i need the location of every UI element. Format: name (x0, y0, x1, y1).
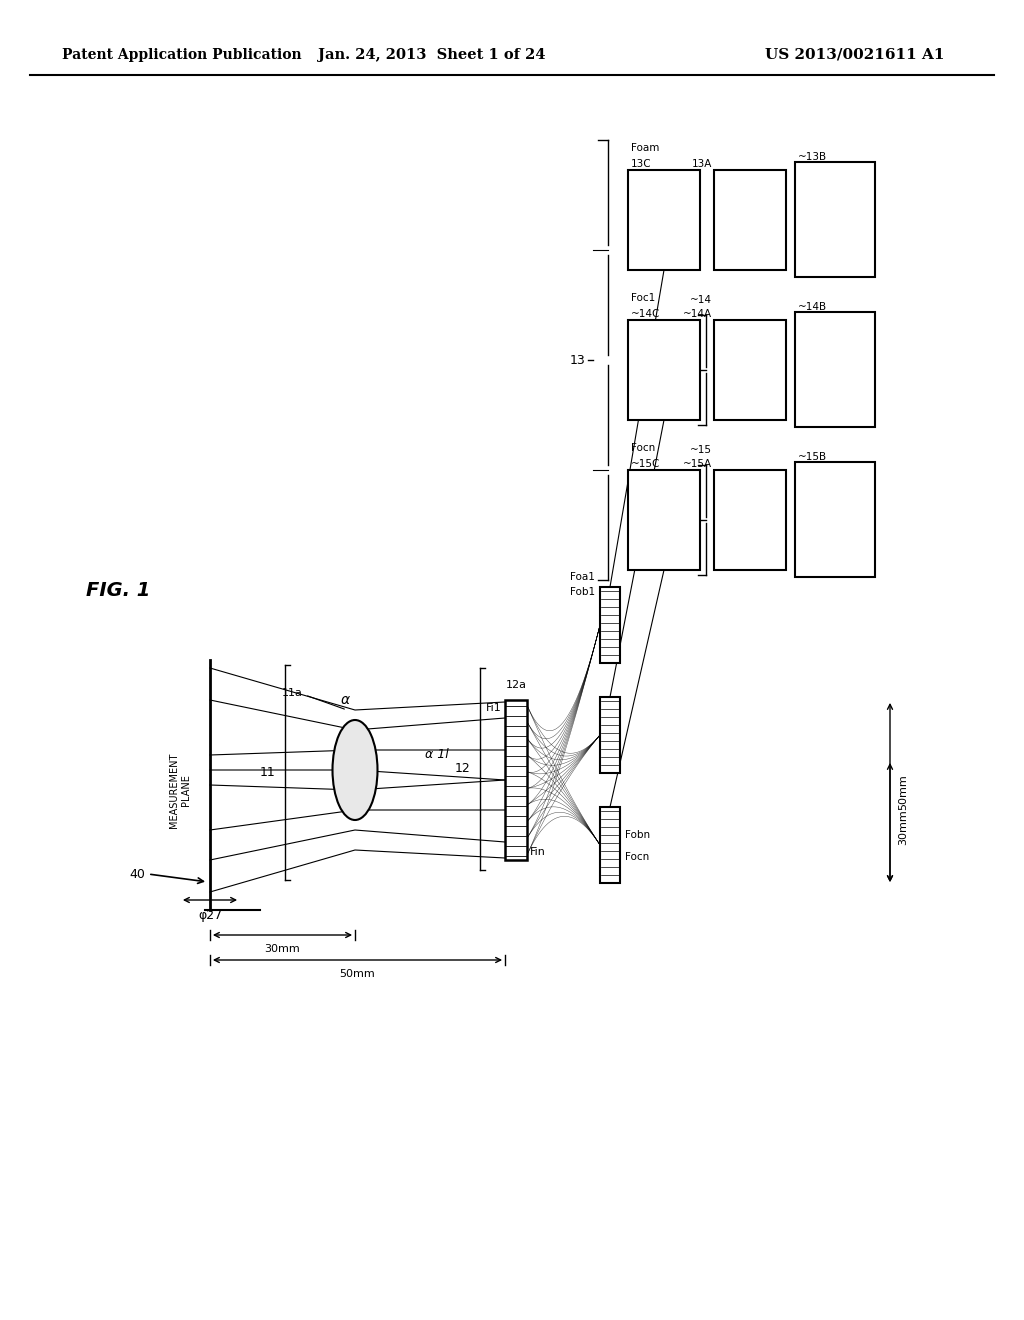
Text: COLLECTING
LENS GROUP: COLLECTING LENS GROUP (654, 343, 674, 397)
Bar (628, 170, 700, 271)
Bar (714, 170, 786, 271)
Bar (628, 470, 700, 570)
Text: ~14C: ~14C (631, 309, 660, 319)
Text: LIGHT-RECEIVING
SENSOR: LIGHT-RECEIVING SENSOR (825, 483, 845, 557)
Text: Jan. 24, 2013  Sheet 1 of 24: Jan. 24, 2013 Sheet 1 of 24 (318, 48, 546, 62)
Text: 13C: 13C (631, 158, 651, 169)
Text: COLLECTING
LENS GROUP: COLLECTING LENS GROUP (654, 193, 674, 247)
Bar (628, 319, 700, 420)
Text: ~15: ~15 (690, 445, 712, 455)
Text: 13A: 13A (691, 158, 712, 169)
Text: ~14A: ~14A (683, 309, 712, 319)
Text: LIGHT-RECEIVING
SENSOR: LIGHT-RECEIVING SENSOR (825, 334, 845, 407)
Text: ~14: ~14 (672, 366, 694, 375)
Ellipse shape (333, 719, 378, 820)
Text: ~14: ~14 (690, 294, 712, 305)
Text: Focn: Focn (625, 851, 649, 862)
Bar (714, 319, 786, 420)
Text: LIGHT-RECEIVING
SENSOR: LIGHT-RECEIVING SENSOR (825, 183, 845, 256)
Text: 11: 11 (259, 767, 275, 780)
Text: 50mm: 50mm (898, 775, 908, 810)
Text: COLOR
FILTER: COLOR FILTER (740, 355, 760, 385)
Bar (505, 700, 527, 861)
Text: α: α (340, 693, 349, 708)
Text: 50mm: 50mm (340, 969, 376, 979)
Bar (714, 470, 786, 570)
Text: Patent Application Publication: Patent Application Publication (62, 48, 302, 62)
Text: 11a: 11a (283, 688, 303, 698)
Text: COLOR
FILTER: COLOR FILTER (740, 504, 760, 536)
Text: 30mm: 30mm (898, 809, 908, 845)
Text: 40: 40 (129, 869, 145, 882)
Text: ~15B: ~15B (798, 451, 827, 462)
Text: MEASUREMENT
PLANE: MEASUREMENT PLANE (169, 752, 191, 828)
Bar (600, 587, 620, 663)
Text: φ27: φ27 (198, 908, 222, 921)
Text: Foam: Foam (631, 143, 659, 153)
Text: 12a: 12a (506, 680, 526, 690)
Text: Foc1: Foc1 (631, 293, 655, 304)
Bar (795, 462, 874, 577)
Text: 13: 13 (569, 354, 585, 367)
Text: COLLECTING
LENS GROUP: COLLECTING LENS GROUP (654, 492, 674, 548)
Text: ~13B: ~13B (798, 152, 827, 162)
Text: 30mm: 30mm (264, 944, 300, 954)
Text: ~15A: ~15A (683, 459, 712, 469)
Bar (600, 697, 620, 774)
Text: FIG. 1: FIG. 1 (86, 581, 151, 599)
Text: ~15C: ~15C (631, 459, 660, 469)
Text: Fi1: Fi1 (486, 704, 502, 713)
Bar (795, 312, 874, 426)
Text: Foa1: Foa1 (570, 572, 595, 582)
Text: α 1l: α 1l (425, 748, 449, 762)
Text: Fob1: Fob1 (570, 587, 595, 597)
Text: Fobn: Fobn (625, 830, 650, 840)
Text: Fin: Fin (530, 847, 546, 857)
Text: 12: 12 (455, 763, 470, 776)
Text: COLOR
FILTER: COLOR FILTER (740, 205, 760, 235)
Bar (600, 807, 620, 883)
Text: US 2013/0021611 A1: US 2013/0021611 A1 (765, 48, 945, 62)
Text: ~15: ~15 (672, 515, 694, 525)
Text: ~14B: ~14B (798, 302, 827, 312)
Bar (795, 162, 874, 277)
Text: Focn: Focn (631, 444, 655, 453)
